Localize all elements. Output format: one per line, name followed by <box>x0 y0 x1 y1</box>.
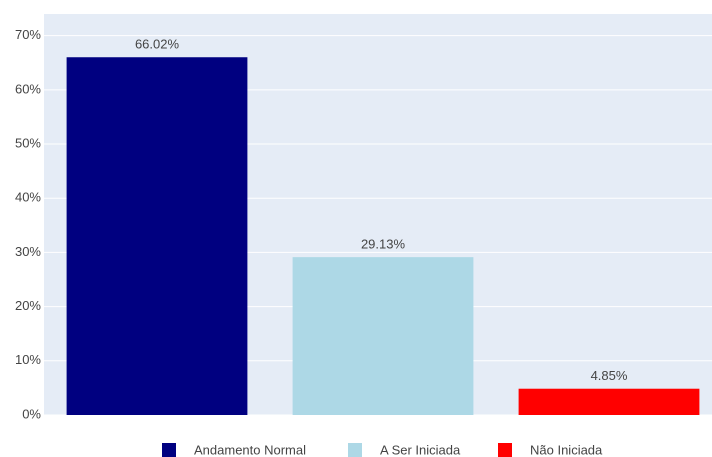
legend-label: Não Iniciada <box>530 442 603 457</box>
legend-marker <box>498 443 512 457</box>
y-tick-label: 40% <box>15 190 41 205</box>
y-tick-label: 70% <box>15 27 41 42</box>
legend-marker <box>162 443 176 457</box>
y-tick-label: 50% <box>15 135 41 150</box>
data-label: 29.13% <box>361 237 406 252</box>
y-tick-label: 0% <box>22 406 41 421</box>
bar <box>518 388 700 415</box>
legend-label: A Ser Iniciada <box>380 442 461 457</box>
data-label: 4.85% <box>591 368 628 383</box>
y-tick-label: 30% <box>15 244 41 259</box>
y-tick-label: 60% <box>15 81 41 96</box>
y-tick-label: 20% <box>15 298 41 313</box>
legend-marker <box>348 443 362 457</box>
legend-label: Andamento Normal <box>194 442 306 457</box>
bar <box>292 257 474 415</box>
y-tick-label: 10% <box>15 352 41 367</box>
data-label: 66.02% <box>135 37 180 52</box>
bar <box>66 57 248 415</box>
